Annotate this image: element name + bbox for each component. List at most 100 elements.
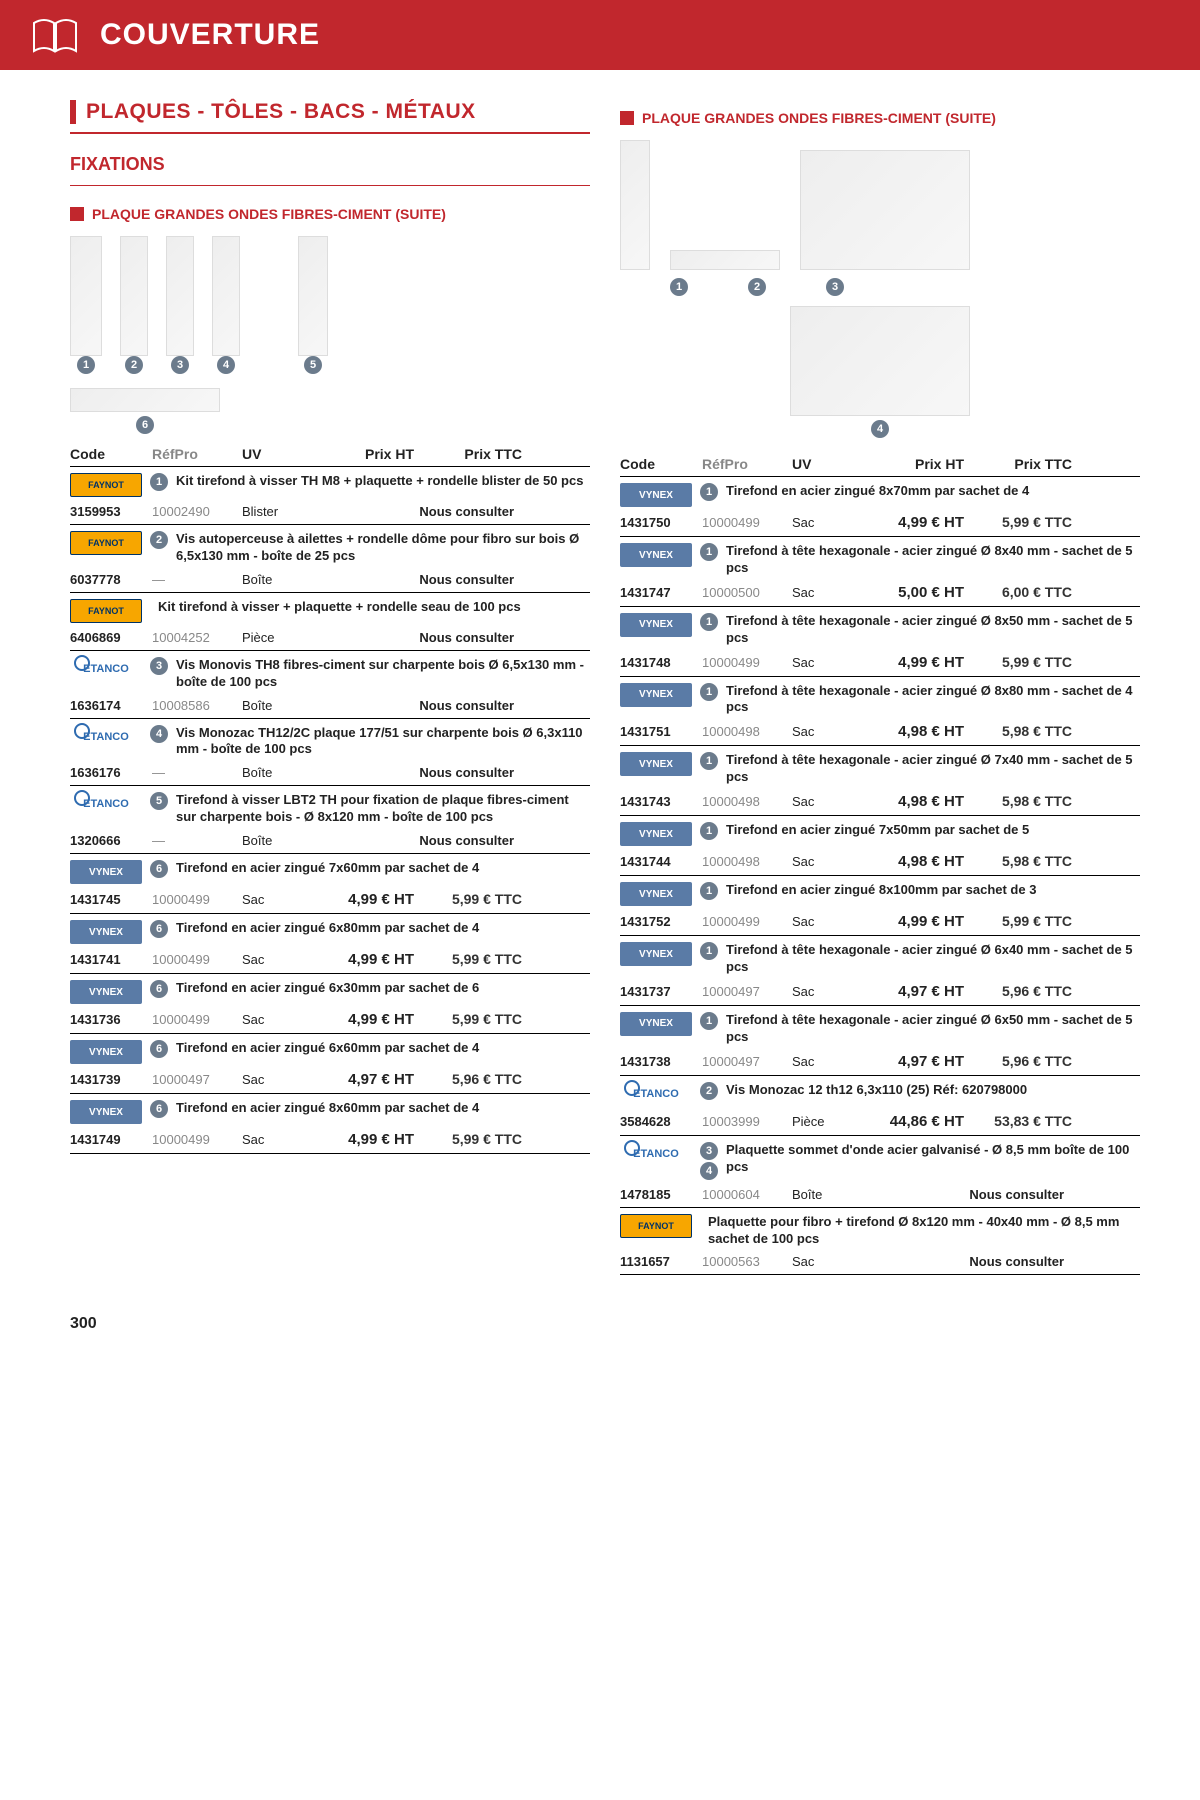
product-description: Tirefond en acier zingué 8x100mm par sac… [726, 882, 1140, 899]
ref-badge: 6 [150, 860, 168, 878]
product-data-row: 143174310000498Sac4,98 € HT5,98 € TTC [620, 790, 1140, 815]
product-description-row: VYNEX1Tirefond à tête hexagonale - acier… [620, 607, 1140, 651]
cell-uv: Boîte [242, 572, 302, 587]
product-group: FAYNOT1Kit tirefond à visser TH M8 + pla… [70, 467, 590, 525]
img-badge: 6 [136, 416, 154, 434]
cell-code: 1431745 [70, 892, 152, 907]
product-group: VYNEX6Tirefond en acier zingué 8x60mm pa… [70, 1094, 590, 1154]
ref-badge: 2 [700, 1082, 718, 1100]
cell-uv: Sac [792, 794, 852, 809]
product-description: Tirefond en acier zingué 7x60mm par sach… [176, 860, 590, 877]
cell-ref: — [152, 765, 242, 780]
cell-ref: 10000499 [152, 892, 242, 907]
product-data-row: 163617410008586BoîteNous consulter [70, 695, 590, 718]
product-description-row: ETANCO34Plaquette sommet d'onde acier ga… [620, 1136, 1140, 1184]
product-image [212, 236, 240, 356]
product-description-row: ETANCO4Vis Monozac TH12/2C plaque 177/51… [70, 719, 590, 763]
cell-ref: 10000499 [152, 1012, 242, 1027]
product-group: VYNEX6Tirefond en acier zingué 6x80mm pa… [70, 914, 590, 974]
product-description-row: ETANCO5Tirefond à visser LBT2 TH pour fi… [70, 786, 590, 830]
brand-badge: ETANCO [620, 1082, 692, 1106]
product-group: ETANCO5Tirefond à visser LBT2 TH pour fi… [70, 786, 590, 854]
cell-ref: 10000498 [702, 854, 792, 869]
product-image [800, 150, 970, 270]
cell-price-ttc: 5,99 € TTC [422, 891, 522, 907]
square-bullet-icon [70, 207, 84, 221]
cell-price-ttc: 5,96 € TTC [972, 983, 1072, 999]
cell-price-ttc: 5,98 € TTC [972, 793, 1072, 809]
cell-price-ttc: 5,99 € TTC [422, 951, 522, 967]
cell-code: 1431741 [70, 952, 152, 967]
cell-ref: 10000499 [152, 1132, 242, 1147]
cell-ref: 10000497 [702, 1054, 792, 1069]
mini-heading-right: PLAQUE GRANDES ONDES FIBRES-CIMENT (SUIT… [620, 110, 1140, 126]
product-data-row: 143173910000497Sac4,97 € HT5,96 € TTC [70, 1068, 590, 1093]
cell-code: 6037778 [70, 572, 152, 587]
cell-code: 3584628 [620, 1114, 702, 1129]
product-data-row: 143175210000499Sac4,99 € HT5,99 € TTC [620, 910, 1140, 935]
divider [70, 132, 590, 134]
product-data-row: 1636176—BoîteNous consulter [70, 762, 590, 785]
product-description-row: VYNEX6Tirefond en acier zingué 6x30mm pa… [70, 974, 590, 1008]
cell-uv: Boîte [792, 1187, 852, 1202]
product-group: VYNEX1Tirefond à tête hexagonale - acier… [620, 746, 1140, 816]
divider [70, 185, 590, 186]
cell-code: 1431738 [620, 1054, 702, 1069]
product-data-row: 640686910004252PièceNous consulter [70, 627, 590, 650]
product-description-row: VYNEX6Tirefond en acier zingué 8x60mm pa… [70, 1094, 590, 1128]
product-description: Tirefond en acier zingué 7x50mm par sach… [726, 822, 1140, 839]
cell-ref: — [152, 572, 242, 587]
product-group: FAYNOTPlaquette pour fibro + tirefond Ø … [620, 1208, 1140, 1276]
product-description-row: VYNEX1Tirefond à tête hexagonale - acier… [620, 1006, 1140, 1050]
product-description: Vis autoperceuse à ailettes + rondelle d… [176, 531, 590, 565]
cell-price-ttc: 5,99 € TTC [972, 654, 1072, 670]
product-data-row: 143174810000499Sac4,99 € HT5,99 € TTC [620, 651, 1140, 676]
ref-badge: 1 [700, 483, 718, 501]
cell-price-ttc: 6,00 € TTC [972, 584, 1072, 600]
cell-price-ht: 4,99 € HT [302, 951, 422, 968]
product-description: Vis Monozac TH12/2C plaque 177/51 sur ch… [176, 725, 590, 759]
product-data-row: 113165710000563SacNous consulter [620, 1251, 1140, 1274]
cell-code: 1431736 [70, 1012, 152, 1027]
brand-badge: ETANCO [620, 1142, 692, 1166]
cell-ref: 10000500 [702, 585, 792, 600]
product-description: Tirefond en acier zingué 6x80mm par sach… [176, 920, 590, 937]
brand-badge: FAYNOT [620, 1214, 692, 1238]
book-icon [30, 15, 80, 55]
product-description: Tirefond à tête hexagonale - acier zingu… [726, 1012, 1140, 1046]
cell-price-ttc: 53,83 € TTC [972, 1113, 1072, 1129]
cell-price-ht: 44,86 € HT [852, 1113, 972, 1130]
ref-badge: 6 [150, 980, 168, 998]
product-description-row: VYNEX1Tirefond à tête hexagonale - acier… [620, 677, 1140, 721]
product-description-row: VYNEX 6 Tirefond en acier zingué 7x60mm pa… [70, 854, 590, 888]
brand-badge: FAYNOT [70, 473, 142, 497]
cell-price-ht: 4,99 € HT [302, 1011, 422, 1028]
product-group: VYNEX1Tirefond en acier zingué 7x50mm pa… [620, 816, 1140, 876]
product-description-row: VYNEX1Tirefond à tête hexagonale - acier… [620, 537, 1140, 581]
product-group: VYNEX1Tirefond à tête hexagonale - acier… [620, 607, 1140, 677]
cell-uv: Sac [242, 1012, 302, 1027]
product-description: Tirefond à tête hexagonale - acier zingu… [726, 752, 1140, 786]
cell-uv: Sac [792, 1254, 852, 1269]
brand-badge: VYNEX [620, 683, 692, 707]
product-group: FAYNOTKit tirefond à visser + plaquette … [70, 593, 590, 651]
product-image [120, 236, 148, 356]
ref-badge: 1 [700, 752, 718, 770]
cell-price-ttc: 5,99 € TTC [972, 913, 1072, 929]
ref-badge: 1 [150, 473, 168, 491]
ref-badge: 1 [700, 882, 718, 900]
cell-price-ht: 4,98 € HT [852, 853, 972, 870]
cell-price-ht: 4,97 € HT [852, 1053, 972, 1070]
ref-badge: 6 [150, 1040, 168, 1058]
product-description: Vis Monovis TH8 fibres-ciment sur charpe… [176, 657, 590, 691]
brand-badge: VYNEX [620, 613, 692, 637]
brand-badge: VYNEX [70, 860, 142, 884]
product-description-row: FAYNOTKit tirefond à visser + plaquette … [70, 593, 590, 627]
brand-badge: VYNEX [70, 920, 142, 944]
cell-price-ttc: 5,98 € TTC [972, 723, 1072, 739]
product-data-row: 143173710000497Sac4,97 € HT5,96 € TTC [620, 980, 1140, 1005]
cell-code: 1431737 [620, 984, 702, 999]
product-description-row: VYNEX1Tirefond en acier zingué 8x100mm p… [620, 876, 1140, 910]
brand-badge: VYNEX [620, 1012, 692, 1036]
product-description: Plaquette sommet d'onde acier galvanisé … [726, 1142, 1140, 1176]
